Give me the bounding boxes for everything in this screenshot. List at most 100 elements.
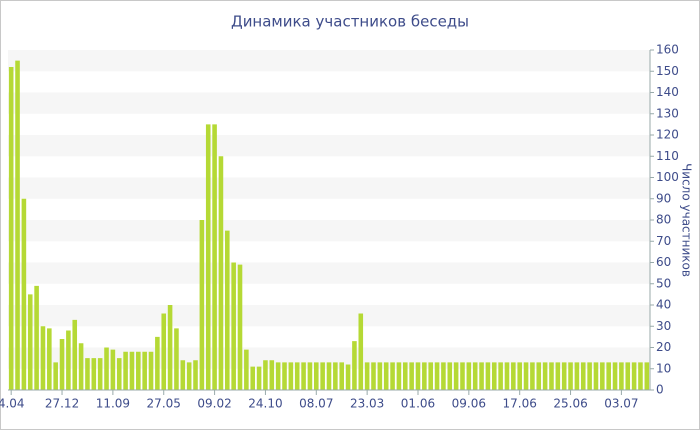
y-tick-label: 40 bbox=[656, 298, 671, 312]
bar bbox=[307, 362, 313, 390]
y-tick-label: 60 bbox=[656, 255, 671, 269]
y-tick-label: 80 bbox=[656, 213, 671, 227]
bar bbox=[491, 362, 497, 390]
x-tick-label: 24.10 bbox=[248, 397, 282, 411]
bar bbox=[205, 124, 211, 390]
bar bbox=[294, 362, 300, 390]
bar bbox=[263, 360, 268, 390]
grid-band bbox=[8, 135, 650, 157]
bar bbox=[606, 362, 611, 390]
y-tick-label: 100 bbox=[656, 170, 679, 184]
bar bbox=[142, 351, 147, 390]
y-tick-label: 160 bbox=[656, 43, 679, 57]
bar bbox=[15, 60, 20, 390]
bar bbox=[47, 328, 52, 390]
bar bbox=[320, 362, 325, 390]
bar bbox=[383, 362, 389, 390]
bar bbox=[301, 362, 306, 390]
bar bbox=[511, 362, 516, 390]
bar bbox=[218, 156, 224, 390]
bar bbox=[377, 362, 383, 390]
x-tick-label: 01.06 bbox=[401, 397, 435, 411]
bar bbox=[371, 362, 376, 390]
x-tick-label: 25.06 bbox=[553, 397, 587, 411]
bar bbox=[225, 230, 230, 390]
y-tick-label: 0 bbox=[656, 383, 664, 397]
bar bbox=[21, 198, 27, 390]
bar bbox=[600, 362, 605, 390]
bar bbox=[231, 262, 236, 390]
bar bbox=[345, 364, 351, 390]
bar bbox=[555, 362, 561, 390]
y-tick-label: 30 bbox=[656, 319, 671, 333]
grid-band bbox=[8, 50, 650, 72]
bar bbox=[466, 362, 472, 390]
bar bbox=[155, 336, 160, 390]
bar bbox=[237, 264, 243, 390]
y-tick-label: 20 bbox=[656, 340, 671, 354]
bar bbox=[85, 358, 90, 390]
bar bbox=[104, 347, 109, 390]
grid-band bbox=[8, 305, 650, 327]
bar bbox=[568, 362, 573, 390]
grid-band bbox=[8, 92, 650, 114]
bar bbox=[97, 358, 103, 390]
x-tick-label: 09.06 bbox=[452, 397, 486, 411]
bar bbox=[91, 358, 97, 390]
bar bbox=[167, 305, 173, 390]
y-tick-label: 120 bbox=[656, 128, 679, 142]
y-tick-label: 10 bbox=[656, 361, 671, 375]
bar bbox=[498, 362, 503, 390]
y-tick-label: 90 bbox=[656, 191, 671, 205]
bar bbox=[59, 339, 65, 390]
bar bbox=[269, 360, 275, 390]
y-tick-label: 140 bbox=[656, 85, 679, 99]
bar bbox=[587, 362, 592, 390]
y-tick-label: 130 bbox=[656, 106, 679, 120]
bar bbox=[53, 362, 58, 390]
bar bbox=[282, 362, 287, 390]
bar bbox=[638, 362, 643, 390]
bar bbox=[561, 362, 567, 390]
bar bbox=[110, 349, 116, 390]
x-tick-label: 4.04 bbox=[0, 397, 25, 411]
bar bbox=[574, 362, 580, 390]
bar bbox=[536, 362, 542, 390]
bar bbox=[333, 362, 338, 390]
bar bbox=[580, 362, 586, 390]
bar bbox=[422, 362, 427, 390]
y-tick-label: 110 bbox=[656, 149, 679, 163]
bar bbox=[441, 362, 446, 390]
bar bbox=[504, 362, 510, 390]
bar bbox=[212, 124, 217, 390]
bar bbox=[364, 362, 370, 390]
bar bbox=[136, 351, 141, 390]
x-tick-label: 08.07 bbox=[299, 397, 333, 411]
bar bbox=[523, 362, 529, 390]
bar bbox=[339, 362, 345, 390]
bar bbox=[402, 362, 408, 390]
bar bbox=[485, 362, 491, 390]
bar bbox=[193, 360, 198, 390]
bar bbox=[66, 330, 71, 390]
bar bbox=[186, 362, 192, 390]
bar bbox=[326, 362, 332, 390]
bar bbox=[275, 362, 281, 390]
x-tick-label: 27.12 bbox=[45, 397, 79, 411]
bar bbox=[460, 362, 465, 390]
bar bbox=[8, 67, 14, 390]
bar bbox=[161, 313, 167, 390]
y-tick-label: 70 bbox=[656, 234, 671, 248]
x-tick-label: 27.05 bbox=[147, 397, 181, 411]
bar bbox=[415, 362, 421, 390]
bar bbox=[256, 366, 262, 390]
x-tick-label: 11.09 bbox=[96, 397, 130, 411]
x-tick-label: 17.06 bbox=[503, 397, 537, 411]
bar bbox=[244, 349, 249, 390]
bar bbox=[180, 360, 186, 390]
bar bbox=[313, 362, 319, 390]
bar bbox=[644, 362, 650, 390]
bar bbox=[129, 351, 135, 390]
